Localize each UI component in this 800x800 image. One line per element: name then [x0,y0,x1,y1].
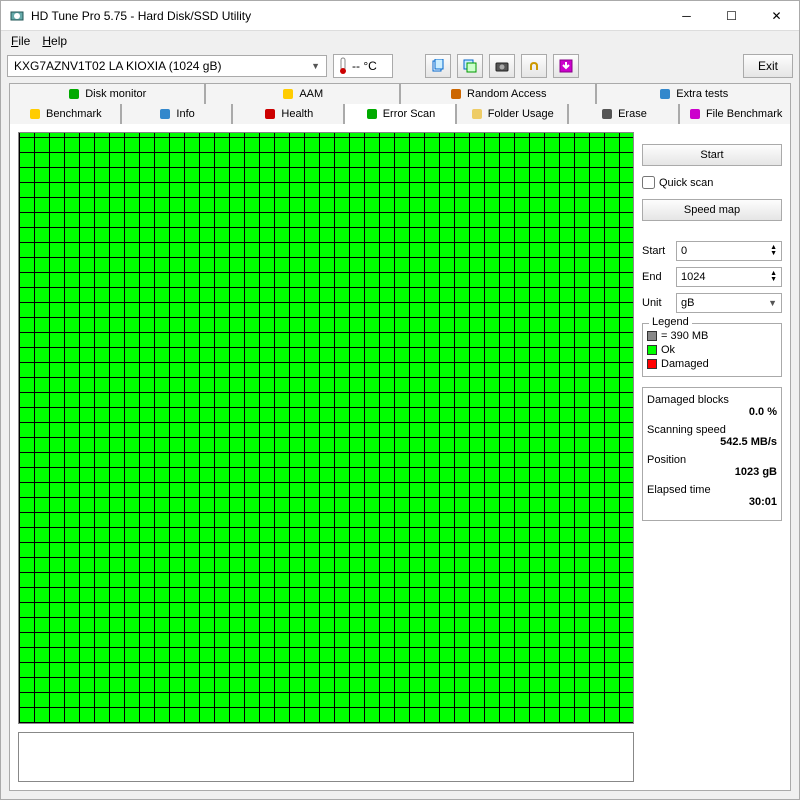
side-panel: Start Quick scan Speed map Start 0▲▼ End… [642,132,782,782]
device-dropdown[interactable]: KXG7AZNV1T02 LA KIOXIA (1024 gB) ▼ [7,55,327,77]
menu-file[interactable]: File [5,32,36,50]
legend-damaged-label: Damaged [661,358,709,370]
tab-label: Error Scan [383,108,436,120]
menu-help[interactable]: Help [36,32,73,50]
legend-block-size: = 390 MB [661,330,708,342]
tab-aam[interactable]: AAM [205,83,401,104]
tab-label: Benchmark [46,108,102,120]
minimize-button[interactable]: ─ [664,1,709,30]
legend-box: Legend = 390 MB Ok Damaged [642,323,782,377]
tab-label: AAM [299,88,323,100]
screenshot-button[interactable] [489,54,515,78]
app-icon [9,8,25,24]
scan-area [18,132,634,782]
log-box [18,732,634,782]
position-value: 1023 gB [647,466,777,478]
legend-damaged-icon [647,359,657,369]
end-spinner[interactable]: 1024▲▼ [676,267,782,287]
exit-button[interactable]: Exit [743,54,793,78]
damaged-blocks-value: 0.0 % [647,406,777,418]
tab-file-benchmark[interactable]: File Benchmark [679,104,791,124]
tab-icon [470,107,484,121]
unit-dropdown[interactable]: gB▼ [676,293,782,313]
tab-icon [28,107,42,121]
end-field-label: End [642,271,672,283]
tab-icon [688,107,702,121]
tab-error-scan[interactable]: Error Scan [344,104,456,124]
app-window: HD Tune Pro 5.75 - Hard Disk/SSD Utility… [0,0,800,800]
tab-icon [67,87,81,101]
toolbar: KXG7AZNV1T02 LA KIOXIA (1024 gB) ▼ -- °C… [1,51,799,81]
copy-info-button[interactable] [425,54,451,78]
tab-disk-monitor[interactable]: Disk monitor [9,83,205,104]
elapsed-time-value: 30:01 [647,496,777,508]
close-button[interactable]: ✕ [754,1,799,30]
start-spinner[interactable]: 0▲▼ [676,241,782,261]
temperature-display: -- °C [333,54,393,78]
tabs-container: Disk monitorAAMRandom AccessExtra tests … [1,81,799,124]
tab-info[interactable]: Info [121,104,233,124]
tab-icon [158,107,172,121]
save-button[interactable] [553,54,579,78]
tab-label: Info [176,108,194,120]
tab-icon [658,87,672,101]
tab-icon [281,87,295,101]
titlebar: HD Tune Pro 5.75 - Hard Disk/SSD Utility… [1,1,799,31]
tab-label: Disk monitor [85,88,146,100]
tab-erase[interactable]: Erase [568,104,680,124]
quick-scan-label: Quick scan [659,177,713,189]
tabs-row-2: Benchmark Info Health Error Scan Folder Usag… [9,104,791,124]
menubar: File Help [1,31,799,51]
maximize-button[interactable]: ☐ [709,1,754,30]
legend-ok-icon [647,345,657,355]
options-button[interactable] [521,54,547,78]
legend-block-icon [647,331,657,341]
tab-extra-tests[interactable]: Extra tests [596,83,792,104]
tab-icon [263,107,277,121]
tab-random-access[interactable]: Random Access [400,83,596,104]
temperature-value: -- °C [352,59,377,73]
tab-label: Random Access [467,88,546,100]
position-label: Position [647,454,777,466]
start-field-label: Start [642,245,672,257]
quick-scan-checkbox[interactable] [642,176,655,189]
tab-benchmark[interactable]: Benchmark [9,104,121,124]
tab-label: Extra tests [676,88,728,100]
damaged-blocks-label: Damaged blocks [647,394,777,406]
elapsed-time-label: Elapsed time [647,484,777,496]
chevron-down-icon: ▼ [311,61,320,71]
legend-title: Legend [649,316,692,328]
content-area: Start Quick scan Speed map Start 0▲▼ End… [9,124,791,791]
legend-ok-label: Ok [661,344,675,356]
speed-map-button[interactable]: Speed map [642,199,782,221]
start-button[interactable]: Start [642,144,782,166]
tab-label: Erase [618,108,647,120]
copy-screenshot-button[interactable] [457,54,483,78]
tab-health[interactable]: Health [232,104,344,124]
tab-label: Health [281,108,313,120]
tab-icon [449,87,463,101]
scanning-speed-value: 542.5 MB/s [647,436,777,448]
scanning-speed-label: Scanning speed [647,424,777,436]
thermometer-icon [338,57,348,75]
tabs-row-1: Disk monitor AAM Random Access Extra tests [9,83,791,104]
tab-icon [600,107,614,121]
device-dropdown-value: KXG7AZNV1T02 LA KIOXIA (1024 gB) [14,59,221,73]
tab-icon [365,107,379,121]
scan-grid [18,132,634,724]
stats-box: Damaged blocks0.0 % Scanning speed542.5 … [642,387,782,521]
window-title: HD Tune Pro 5.75 - Hard Disk/SSD Utility [31,9,664,23]
tab-folder-usage[interactable]: Folder Usage [456,104,568,124]
tab-label: Folder Usage [488,108,554,120]
unit-field-label: Unit [642,297,672,309]
tab-label: File Benchmark [706,108,782,120]
